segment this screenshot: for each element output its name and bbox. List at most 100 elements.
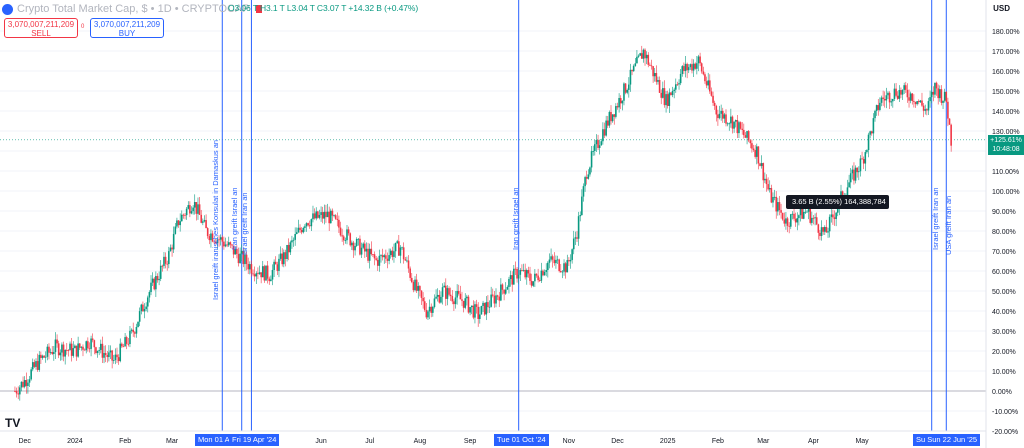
candle-body: [357, 238, 360, 240]
candle-body: [550, 256, 552, 260]
candle-body: [833, 217, 836, 220]
candle-body: [315, 211, 318, 219]
candle-body: [278, 258, 280, 271]
candle-body: [778, 202, 781, 211]
candle-body: [189, 205, 191, 214]
symbol-header[interactable]: Crypto Total Market Cap, $ • 1D • CRYPTO…: [2, 2, 262, 16]
candle-body: [470, 305, 473, 308]
annotation-label[interactable]: USA greift Iran an: [944, 195, 953, 255]
candle-body: [734, 120, 737, 122]
candle-body: [237, 253, 240, 264]
candle-body: [265, 265, 267, 281]
candle-body: [245, 254, 248, 265]
candle-body: [888, 92, 891, 103]
candle-body: [54, 339, 57, 353]
candle-body: [423, 301, 426, 310]
y-tick-label: 0.00%: [992, 389, 1012, 396]
candle-body: [326, 211, 329, 218]
flag-icon[interactable]: [255, 5, 262, 13]
spread-value: 0: [81, 24, 85, 30]
candle-body: [791, 213, 794, 215]
candle-body: [885, 95, 888, 101]
candle-body: [901, 89, 904, 95]
candle-body: [767, 184, 769, 190]
candle-body: [534, 273, 536, 282]
candle-body: [653, 73, 656, 77]
candle-body: [836, 207, 839, 213]
candle-body: [532, 281, 535, 286]
candle-body: [325, 211, 327, 218]
annotation-label[interactable]: Iran greift Israel an: [230, 187, 239, 250]
candle-body: [866, 150, 868, 153]
candle-body: [618, 98, 620, 108]
candle-body: [525, 270, 528, 278]
candle-body: [255, 273, 258, 277]
candle-body: [930, 91, 933, 98]
candle-body: [64, 349, 66, 357]
annotation-label[interactable]: Israel greift iranisches Konsulat in Dam…: [211, 139, 220, 300]
candle-body: [937, 88, 939, 99]
buy-button[interactable]: 3,070,007,211,209 BUY: [90, 18, 164, 38]
candle-body: [723, 114, 726, 119]
candle-body: [249, 264, 251, 270]
chart-grid: [0, 30, 986, 432]
candle-body: [491, 294, 494, 296]
candle-body: [801, 206, 803, 219]
candle-body: [268, 278, 271, 282]
candle-body: [284, 252, 287, 260]
candle-body: [57, 343, 60, 356]
candle-body: [247, 264, 249, 270]
candle-body: [318, 214, 321, 218]
candle-body: [681, 66, 684, 74]
candle-body: [840, 191, 842, 198]
candle-body: [645, 54, 648, 59]
candle-body: [597, 140, 599, 148]
annotation-label[interactable]: Israel greift Iran an: [931, 187, 940, 250]
candle-body: [775, 196, 778, 212]
candle-body: [511, 275, 514, 285]
y-tick-label: 20.00%: [992, 349, 1016, 356]
candle-body: [804, 211, 807, 213]
candle-body: [699, 56, 701, 64]
candle-body: [739, 122, 742, 129]
candle-body: [224, 244, 227, 247]
candle-body: [406, 260, 408, 262]
candle-body: [31, 362, 34, 370]
candle-body: [663, 88, 666, 106]
candle-body: [559, 271, 562, 272]
candle-body: [817, 224, 820, 233]
candle-body: [754, 150, 756, 157]
candle-body: [513, 268, 515, 285]
candle-body: [610, 112, 612, 122]
sell-button[interactable]: 3,070,007,211,209 SELL: [4, 18, 78, 38]
candle-body: [317, 211, 319, 218]
candle-body: [585, 177, 588, 179]
candle-body: [746, 131, 748, 138]
candle-body: [514, 268, 517, 270]
currency-selector[interactable]: USD: [993, 4, 1010, 13]
candle-body: [111, 350, 113, 361]
candle-body: [114, 354, 117, 361]
candle-body: [576, 237, 578, 239]
candle-body: [219, 237, 222, 240]
candle-body: [939, 89, 941, 99]
annotation-label[interactable]: Iran greift Israel an: [511, 187, 520, 250]
candle-body: [846, 187, 849, 196]
candle-body: [72, 348, 75, 356]
candle-body: [660, 92, 663, 98]
time-label-jun: Su Sun 22 Jun '25: [913, 434, 981, 446]
candle-body: [709, 80, 711, 92]
symbol-title[interactable]: Crypto Total Market Cap, $ • 1D • CRYPTO…: [17, 3, 250, 15]
candle-body: [417, 286, 420, 291]
candle-body: [121, 343, 123, 347]
candle-body: [642, 49, 645, 59]
candle-body: [289, 242, 292, 253]
x-tick-label: Dec: [18, 438, 31, 445]
tradingview-logo[interactable]: TV: [5, 416, 21, 430]
candle-body: [488, 306, 491, 308]
annotation-label[interactable]: Israel greift Iran an: [240, 192, 249, 255]
candle-body: [674, 84, 677, 90]
candle-body: [547, 262, 549, 271]
